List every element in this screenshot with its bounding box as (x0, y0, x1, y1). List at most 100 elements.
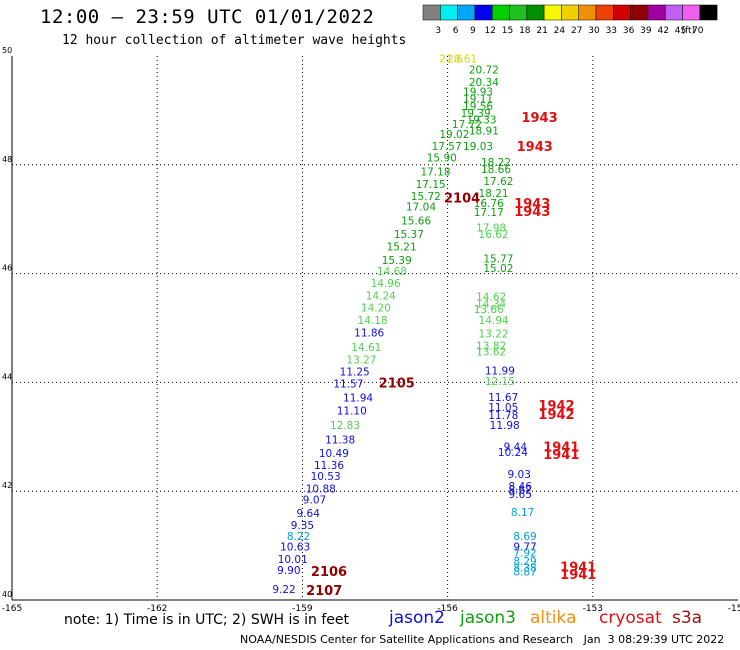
legend-tick-label: 70 (692, 26, 704, 36)
wave-height-value: 20.72 (469, 65, 499, 77)
pass-time-label: 1943 (521, 111, 557, 126)
x-tick-label: -150 (728, 604, 740, 614)
wave-height-value: 13.27 (346, 355, 376, 367)
legend-unit: (ft) (682, 26, 696, 36)
wave-height-value: 11.10 (337, 406, 367, 418)
pass-time-label: 2104 (444, 191, 480, 206)
pass-time-label: 1941 (543, 441, 579, 456)
y-tick-label: 42 (2, 481, 12, 490)
y-tick-label: 40 (2, 590, 12, 599)
wave-height-value: 10.49 (319, 448, 349, 460)
wave-height-value: 10.53 (311, 471, 341, 483)
wave-height-value: 17.72 (452, 119, 482, 131)
pass-time-label: 1942 (538, 408, 574, 423)
wave-height-value: 19.02 (439, 129, 469, 141)
wave-height-value: 11.98 (490, 420, 520, 432)
wave-height-value: 11.99 (485, 365, 515, 377)
wave-height-value: 9.35 (291, 520, 314, 532)
wave-height-value: 17.98 (476, 222, 506, 234)
wave-height-value: 11.86 (354, 327, 384, 339)
wave-height-value: 8.46 (509, 481, 533, 493)
satellite-label-jason2: jason2 (389, 608, 445, 628)
wave-height-value: 15.77 (483, 253, 513, 265)
x-tick-label: -162 (147, 604, 167, 614)
wave-height-value: 18.21 (479, 188, 509, 200)
wave-height-value: 14.20 (361, 302, 391, 314)
pass-time-label: 2107 (306, 584, 342, 599)
y-tick-label: 46 (2, 264, 12, 273)
chart-title: 12:00 – 23:59 UTC 01/01/2022 (40, 6, 375, 28)
wave-height-value: 21.6 (439, 54, 463, 66)
wave-height-value: 11.57 (333, 378, 363, 390)
wave-height-value: 7.92 (513, 548, 536, 560)
legend-tick-label: 6 (453, 26, 459, 36)
wave-height-value: 14.24 (366, 290, 396, 302)
wave-height-value: 9.03 (508, 469, 531, 481)
wave-height-value: 15.21 (387, 241, 417, 253)
legend-tick-label: 12 (484, 26, 495, 36)
pass-time-label: 2106 (311, 565, 347, 580)
wave-height-value: 11.94 (343, 393, 373, 405)
pass-time-label: 1942 (538, 399, 574, 414)
wave-height-value: 12.83 (330, 420, 360, 432)
wave-height-value: 11.36 (314, 460, 344, 472)
legend-tick-label: 18 (519, 26, 531, 36)
footnote: note: 1) Time is in UTC; 2) SWH is in fe… (64, 612, 350, 628)
legend-tick-label: 30 (588, 26, 600, 36)
wave-height-value: 14.94 (479, 315, 509, 327)
legend-tick-label: 3 (435, 26, 441, 36)
pass-time-label: 1941 (543, 448, 579, 463)
wave-height-value: 19.33 (466, 115, 496, 127)
wave-height-value: 13.22 (479, 328, 509, 340)
wave-height-value: 11.67 (488, 392, 518, 404)
wave-height-value: 8.17 (511, 507, 534, 519)
wave-height-value: 19.93 (463, 86, 493, 98)
x-tick-label: -159 (292, 604, 313, 614)
wave-height-value: 10.63 (280, 542, 310, 554)
chart-subtitle: 12 hour collection of altimeter wave hei… (62, 33, 407, 48)
x-tick-label: -165 (2, 604, 22, 614)
y-tick-label: 44 (2, 372, 12, 381)
wave-height-value: 9.64 (297, 508, 321, 520)
wave-height-value: 9.22 (272, 584, 295, 596)
legend-tick-label: 33 (606, 26, 617, 36)
wave-height-value: 11.25 (340, 367, 370, 379)
wave-height-value: 8.62 (509, 485, 532, 497)
satellite-label-jason3: jason3 (460, 608, 516, 628)
wave-height-value: 10.24 (498, 447, 528, 459)
wave-height-value: 19.56 (463, 101, 493, 113)
wave-height-value: 14.96 (371, 278, 401, 290)
wave-height-value: 14.61 (351, 342, 381, 354)
wave-height-value: 15.90 (427, 153, 457, 165)
wave-height-value: 20.61 (447, 54, 477, 66)
wave-height-value: 15.39 (382, 255, 412, 267)
legend-tick-label: 42 (657, 26, 668, 36)
legend-tick-label: 24 (554, 26, 566, 36)
wave-height-value: 13.66 (474, 304, 504, 316)
wave-height-value: 14.34 (476, 299, 506, 311)
wave-height-value: 16.62 (479, 229, 509, 241)
wave-height-value: 15.37 (394, 229, 424, 241)
wave-height-value: 17.17 (474, 207, 504, 219)
wave-height-value: 15.02 (483, 263, 513, 275)
pass-time-label: 1941 (560, 560, 596, 575)
legend-tick-label: 21 (536, 26, 547, 36)
credit-line: NOAA/NESDIS Center for Satellite Applica… (240, 633, 725, 646)
wave-height-value: 12.15 (485, 376, 515, 388)
wave-height-value: 14.18 (358, 315, 388, 327)
pass-time-label: 1941 (560, 568, 596, 583)
wave-height-value: 8.87 (513, 567, 536, 579)
x-tick-label: -156 (437, 604, 458, 614)
wave-height-value: 11.78 (488, 410, 518, 422)
pass-time-label: 1943 (517, 140, 553, 155)
wave-height-value: 19.03 (463, 141, 493, 153)
pass-time-label: 2105 (379, 376, 415, 391)
wave-height-value: 9.07 (303, 494, 326, 506)
legend-tick-label: 45 (675, 26, 686, 36)
wave-height-value: 17.04 (406, 202, 436, 214)
wave-height-value: 15.72 (411, 191, 441, 203)
wave-height-value: 9.44 (504, 442, 528, 454)
wave-height-value: 18.66 (481, 164, 511, 176)
wave-height-value: 17.57 (432, 141, 462, 153)
